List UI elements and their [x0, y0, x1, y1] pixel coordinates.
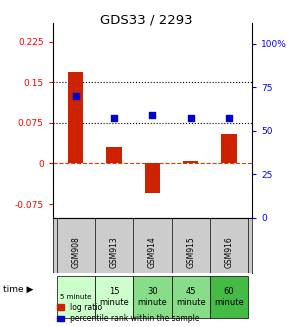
Bar — [106, 147, 122, 164]
Text: GSM914: GSM914 — [148, 236, 157, 267]
Text: GSM915: GSM915 — [186, 236, 195, 267]
Point — [73, 93, 78, 98]
Text: GSM908: GSM908 — [71, 236, 80, 267]
Text: 60
minute: 60 minute — [214, 287, 244, 306]
FancyBboxPatch shape — [57, 276, 95, 318]
FancyBboxPatch shape — [95, 276, 133, 318]
FancyBboxPatch shape — [210, 276, 248, 318]
Text: GSM913: GSM913 — [110, 236, 119, 267]
Text: 15
minute: 15 minute — [99, 287, 129, 306]
Point — [150, 112, 155, 117]
Bar — [183, 161, 198, 164]
Bar — [68, 72, 84, 164]
Text: 5 minute: 5 minute — [60, 294, 91, 300]
Text: time ▶: time ▶ — [3, 285, 33, 294]
Point — [112, 115, 116, 120]
Point — [227, 115, 231, 120]
FancyBboxPatch shape — [133, 276, 171, 318]
Text: GSM916: GSM916 — [224, 236, 234, 267]
Text: 30
minute: 30 minute — [137, 287, 167, 306]
Text: GDS33 / 2293: GDS33 / 2293 — [100, 13, 193, 26]
FancyBboxPatch shape — [171, 276, 210, 318]
Bar — [145, 164, 160, 193]
Point — [188, 115, 193, 120]
Text: 45
minute: 45 minute — [176, 287, 206, 306]
Bar — [221, 134, 237, 164]
Legend: log ratio, percentile rank within the sample: log ratio, percentile rank within the sa… — [57, 303, 200, 323]
